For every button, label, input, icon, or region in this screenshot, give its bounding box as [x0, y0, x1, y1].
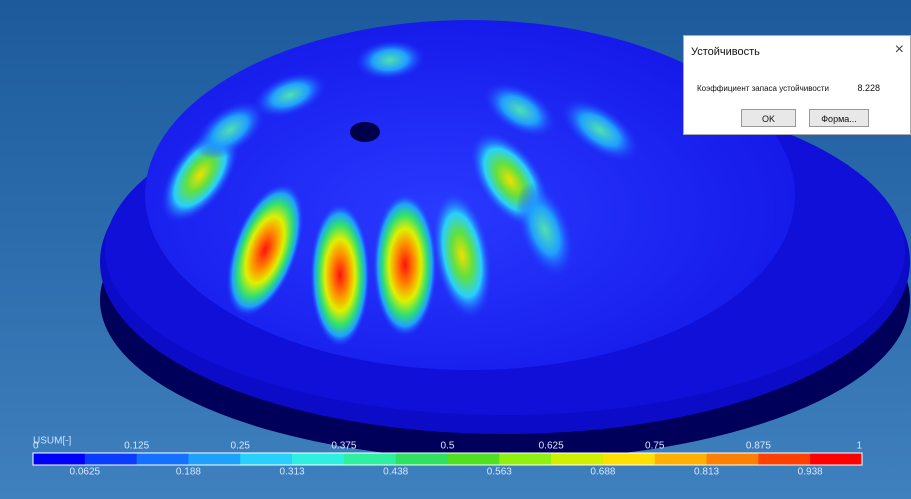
legend-label: 0.875 [746, 441, 771, 452]
legend-swatch [344, 453, 396, 465]
legend-label: 0.5 [441, 441, 455, 452]
legend-swatch [292, 453, 344, 465]
legend-swatch [396, 453, 448, 465]
legend-title: USUM[-] [33, 436, 72, 447]
legend-label: 0.938 [798, 467, 823, 478]
legend-swatch [33, 453, 85, 465]
legend-label: 0 [33, 441, 39, 452]
legend-label: 0.625 [539, 441, 564, 452]
legend-label: 0.375 [331, 441, 356, 452]
dialog: Устойчивость × Коэффициент запаса устойч… [683, 35, 911, 135]
dialog-title: Устойчивость [691, 46, 760, 58]
legend-swatch [188, 453, 240, 465]
legend-swatch [810, 453, 862, 465]
legend-label: 0.75 [645, 441, 665, 452]
screen: USUM[-] 0 0.0625 0.125 0.188 0.25 0.313 0.375 0… [0, 0, 911, 499]
legend-label: 0.438 [383, 467, 408, 478]
legend-label: 0.25 [231, 441, 251, 452]
legend-label: 0.688 [590, 467, 615, 478]
legend-label: 1 [856, 441, 862, 452]
legend-label: 0.188 [176, 467, 201, 478]
factor-label: Коэффициент запаса устойчивости [697, 84, 829, 93]
legend-swatch [551, 453, 603, 465]
shape-button[interactable]: Форма... [809, 109, 869, 127]
legend-swatch [448, 453, 500, 465]
legend-swatch [655, 453, 707, 465]
legend-label: 0.563 [487, 467, 512, 478]
ok-button[interactable]: OK [741, 109, 796, 127]
legend-swatch [603, 453, 655, 465]
legend-label: 0.813 [694, 467, 719, 478]
legend-swatch [240, 453, 292, 465]
close-button[interactable]: × [895, 41, 904, 59]
legend-swatch [85, 453, 137, 465]
legend-swatch [707, 453, 759, 465]
legend-label: 0.125 [124, 441, 149, 452]
legend-swatch [137, 453, 189, 465]
legend-label: 0.0625 [70, 467, 101, 478]
legend-swatch [499, 453, 551, 465]
factor-value: 8.228 [857, 83, 880, 93]
legend-swatch [758, 453, 810, 465]
legend-label: 0.313 [280, 467, 305, 478]
